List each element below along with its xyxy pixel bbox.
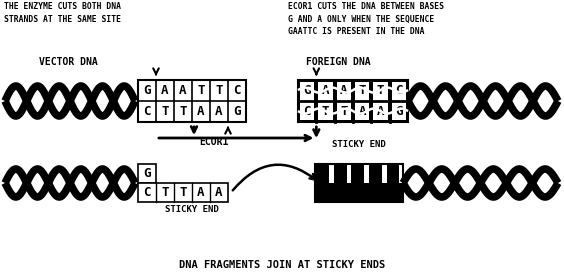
Text: A: A bbox=[161, 84, 169, 97]
Bar bbox=[318, 82, 333, 120]
Bar bbox=[138, 164, 156, 183]
Text: A: A bbox=[215, 105, 223, 118]
Text: A: A bbox=[197, 105, 205, 118]
Text: T: T bbox=[161, 105, 169, 118]
Text: FOREIGN DNA: FOREIGN DNA bbox=[306, 57, 371, 67]
Text: G: G bbox=[233, 105, 241, 118]
Text: A: A bbox=[215, 186, 223, 199]
Text: VECTOR DNA: VECTOR DNA bbox=[38, 57, 98, 67]
Text: THE ENZYME CUTS BOTH DNA
STRANDS AT THE SAME SITE: THE ENZYME CUTS BOTH DNA STRANDS AT THE … bbox=[4, 2, 121, 24]
Text: DNA FRAGMENTS JOIN AT STICKY ENDS: DNA FRAGMENTS JOIN AT STICKY ENDS bbox=[179, 260, 385, 270]
Text: C: C bbox=[143, 105, 151, 118]
Text: T: T bbox=[215, 84, 223, 97]
Text: T: T bbox=[358, 84, 366, 97]
Bar bbox=[387, 164, 399, 183]
Bar bbox=[391, 82, 406, 120]
Text: A: A bbox=[197, 186, 205, 199]
Text: STICKY END: STICKY END bbox=[165, 205, 219, 214]
Bar bbox=[373, 82, 387, 120]
Bar bbox=[337, 82, 351, 120]
Bar bbox=[315, 183, 403, 202]
Text: G: G bbox=[395, 105, 403, 118]
Text: ECOR1: ECOR1 bbox=[199, 137, 228, 147]
Text: T: T bbox=[340, 105, 347, 118]
Text: C: C bbox=[303, 105, 311, 118]
Bar bbox=[138, 80, 246, 122]
Text: STICKY END: STICKY END bbox=[332, 140, 386, 149]
Text: A: A bbox=[179, 84, 187, 97]
Bar bbox=[315, 164, 403, 202]
Text: ECOR1 CUTS THE DNA BETWEEN BASES
G AND A ONLY WHEN THE SEQUENCE
GAATTC IS PRESEN: ECOR1 CUTS THE DNA BETWEEN BASES G AND A… bbox=[288, 2, 444, 36]
Text: T: T bbox=[161, 186, 169, 199]
Text: T: T bbox=[179, 105, 187, 118]
Text: C: C bbox=[233, 84, 241, 97]
Bar bbox=[351, 164, 364, 183]
Text: G: G bbox=[143, 84, 151, 97]
Text: T: T bbox=[179, 186, 187, 199]
Text: C: C bbox=[143, 186, 151, 199]
Text: T: T bbox=[377, 84, 384, 97]
Text: A: A bbox=[358, 105, 366, 118]
Bar bbox=[355, 82, 369, 120]
Bar bbox=[369, 164, 382, 183]
Text: A: A bbox=[321, 84, 329, 97]
Text: T: T bbox=[197, 84, 205, 97]
Bar bbox=[300, 82, 314, 120]
Text: G: G bbox=[303, 84, 311, 97]
Bar bbox=[334, 164, 346, 183]
Text: A: A bbox=[377, 105, 384, 118]
Text: T: T bbox=[321, 105, 329, 118]
Bar bbox=[316, 164, 329, 183]
Bar bbox=[298, 80, 408, 122]
Text: A: A bbox=[340, 84, 347, 97]
Text: C: C bbox=[395, 84, 403, 97]
Bar bbox=[138, 183, 228, 202]
Text: G: G bbox=[143, 167, 151, 180]
